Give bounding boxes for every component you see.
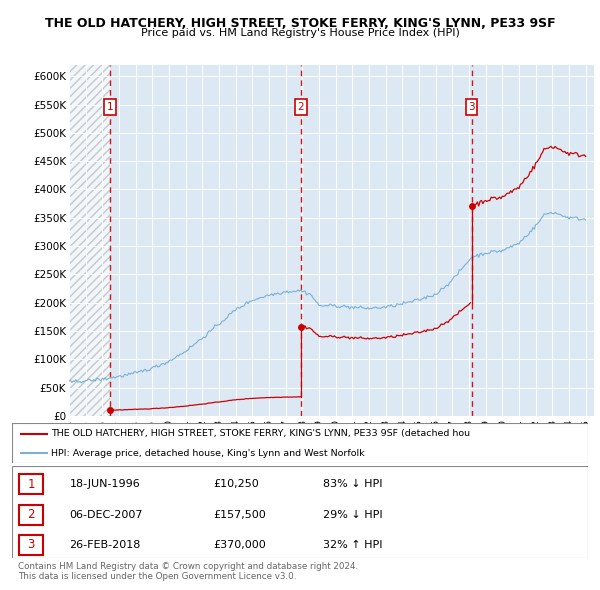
Text: 26-FEB-2018: 26-FEB-2018: [70, 540, 141, 550]
Text: £157,500: £157,500: [214, 510, 266, 520]
Text: 32% ↑ HPI: 32% ↑ HPI: [323, 540, 383, 550]
Text: £370,000: £370,000: [214, 540, 266, 550]
Text: 18-JUN-1996: 18-JUN-1996: [70, 480, 140, 489]
Text: 83% ↓ HPI: 83% ↓ HPI: [323, 480, 383, 489]
Text: 3: 3: [28, 538, 35, 551]
Text: 29% ↓ HPI: 29% ↓ HPI: [323, 510, 383, 520]
Text: Price paid vs. HM Land Registry's House Price Index (HPI): Price paid vs. HM Land Registry's House …: [140, 28, 460, 38]
FancyBboxPatch shape: [19, 504, 43, 525]
Text: 2: 2: [298, 102, 304, 112]
Text: 1: 1: [27, 478, 35, 491]
FancyBboxPatch shape: [19, 535, 43, 555]
Text: Contains HM Land Registry data © Crown copyright and database right 2024.
This d: Contains HM Land Registry data © Crown c…: [18, 562, 358, 581]
Text: THE OLD HATCHERY, HIGH STREET, STOKE FERRY, KING'S LYNN, PE33 9SF: THE OLD HATCHERY, HIGH STREET, STOKE FER…: [44, 17, 556, 30]
Text: 06-DEC-2007: 06-DEC-2007: [70, 510, 143, 520]
Text: 3: 3: [468, 102, 475, 112]
FancyBboxPatch shape: [12, 466, 588, 558]
Text: THE OLD HATCHERY, HIGH STREET, STOKE FERRY, KING'S LYNN, PE33 9SF (detached hou: THE OLD HATCHERY, HIGH STREET, STOKE FER…: [51, 430, 470, 438]
Text: £10,250: £10,250: [214, 480, 259, 489]
Text: 1: 1: [107, 102, 113, 112]
FancyBboxPatch shape: [12, 423, 588, 463]
Bar: [69, 65, 110, 416]
Text: HPI: Average price, detached house, King's Lynn and West Norfolk: HPI: Average price, detached house, King…: [51, 448, 365, 458]
FancyBboxPatch shape: [19, 474, 43, 494]
Text: 2: 2: [27, 508, 35, 521]
